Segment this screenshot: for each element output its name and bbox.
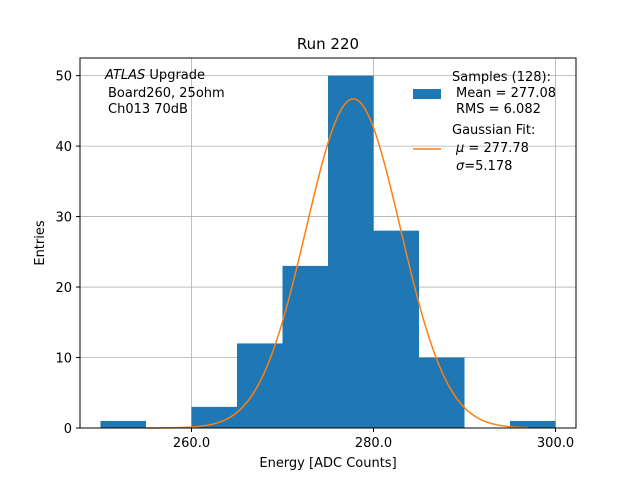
y-tick-label: 0 <box>64 422 72 437</box>
y-axis-label: Entries <box>33 220 48 266</box>
y-tick-label: 10 <box>55 352 72 367</box>
y-tick-label: 50 <box>55 70 72 85</box>
legend-fit-line-1: Gaussian Fit: <box>452 123 535 138</box>
y-tick-label: 40 <box>55 140 72 155</box>
histogram-bar <box>510 420 556 428</box>
x-tick-label: 280.0 <box>355 436 392 451</box>
annotation-line-2: Board260, 25ohm <box>108 86 225 101</box>
annotation: ATLAS Upgrade Board260, 25ohm Ch013 70dB <box>104 68 225 117</box>
histogram-bar <box>373 230 420 428</box>
legend-samples-line-3: RMS = 6.082 <box>456 102 541 117</box>
annotation-line-3: Ch013 70dB <box>108 102 188 117</box>
histogram-bar <box>191 406 237 428</box>
histogram-bars <box>100 75 556 428</box>
annotation-line-1-text: Upgrade <box>149 68 205 83</box>
histogram-bar <box>282 265 328 428</box>
gaussian-fit-layer <box>145 98 529 429</box>
legend-samples-line-2: Mean = 277.08 <box>456 86 556 101</box>
legend-sigma-symbol: σ <box>456 159 465 174</box>
histogram-bar <box>328 75 374 428</box>
y-axis-ticks: 0 10 20 30 40 50 <box>55 70 80 437</box>
y-tick-label: 30 <box>55 211 72 226</box>
chart-title: Run 220 <box>297 35 359 53</box>
histogram-bar <box>100 420 146 428</box>
x-axis-ticks: 260.0 280.0 300.0 <box>173 428 574 451</box>
legend-samples-line-1: Samples (128): <box>452 70 551 85</box>
legend-fit-line-2: μ = 277.78 <box>455 141 529 156</box>
histogram-bar <box>419 357 465 428</box>
x-tick-label: 260.0 <box>173 436 210 451</box>
gaussian-fit-curve <box>145 98 529 429</box>
annotation-line-1: ATLAS Upgrade <box>104 68 205 83</box>
x-axis-label: Energy [ADC Counts] <box>259 456 396 471</box>
legend-fit-line-3: σ=5.178 <box>456 159 512 174</box>
legend-samples-swatch <box>413 89 441 99</box>
x-tick-label: 300.0 <box>537 436 574 451</box>
legend-fit-sigma-text: =5.178 <box>464 159 512 174</box>
legend-fit-mu-text: = 277.78 <box>468 141 529 156</box>
histogram-bar <box>236 343 283 428</box>
annotation-italic-prefix: ATLAS <box>104 68 145 83</box>
plot-frame <box>79 57 577 429</box>
y-tick-label: 20 <box>55 281 72 296</box>
legend: Samples (128): Mean = 277.08 RMS = 6.082… <box>413 70 556 174</box>
legend-mu-symbol: μ <box>455 141 464 156</box>
